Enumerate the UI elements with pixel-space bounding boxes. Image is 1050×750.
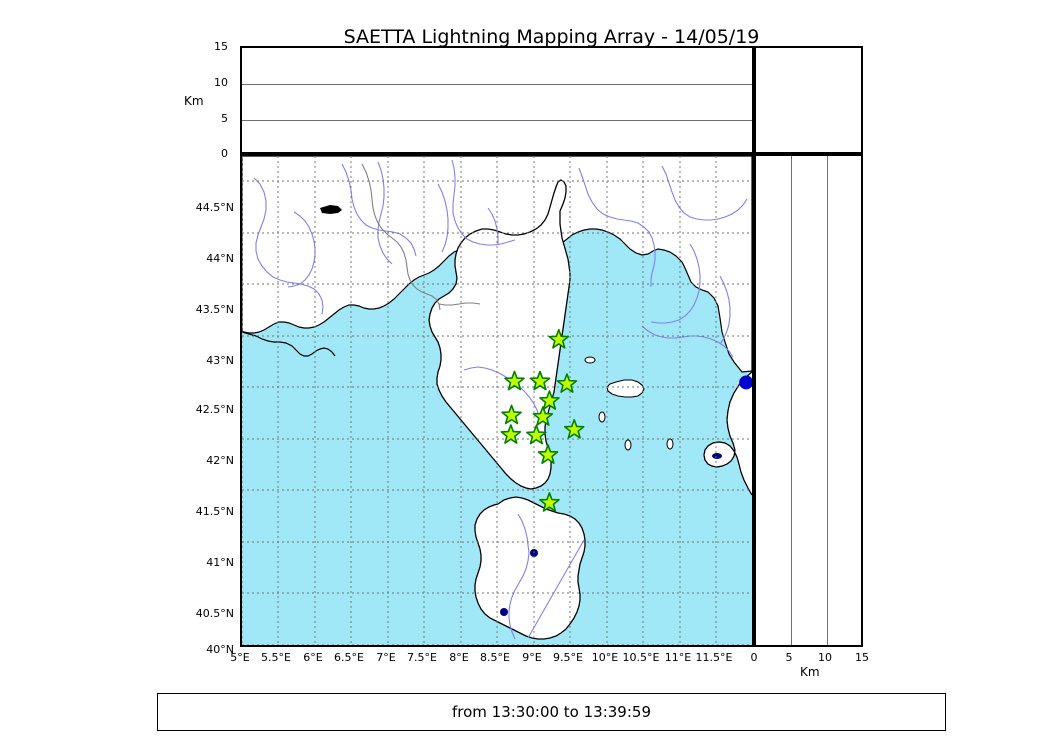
panel-height-vs-longitude (240, 46, 754, 154)
station-star-marker (563, 419, 585, 439)
tick-lat-43.5N: 43.5°N (195, 303, 234, 316)
lake-sardinia-south (500, 608, 508, 616)
tick-right-5: 5 (785, 651, 793, 664)
tick-lon-6.5E: 6.5°E (334, 651, 364, 664)
panel-corner (754, 46, 863, 154)
station-star-marker (529, 370, 551, 391)
station-star-marker (532, 406, 554, 426)
island-elba (606, 379, 645, 398)
lake-orbetello (712, 453, 722, 459)
station-star-marker (539, 492, 560, 512)
axis-label-top-km: Km (184, 94, 204, 108)
tick-right-15: 15 (855, 651, 869, 664)
tick-lat-44.5N: 44.5°N (195, 201, 234, 214)
tick-lat-40.5N: 40.5°N (195, 607, 234, 620)
tick-lat-43N: 43°N (206, 354, 234, 367)
tick-lon-8.5E: 8.5°E (480, 651, 510, 664)
island-giglio (666, 438, 674, 450)
tick-lon-5E: 5°E (230, 651, 250, 664)
tick-top-15: 15 (214, 40, 228, 53)
panel-height-vs-latitude (754, 154, 863, 647)
tick-lon-11E: 11°E (664, 651, 692, 664)
gridline-top-5km (242, 120, 752, 121)
tick-top-5: 5 (221, 112, 228, 125)
tick-right-10: 10 (818, 651, 832, 664)
rivers (253, 159, 748, 640)
station-star-marker (537, 444, 559, 464)
coastline-riviera (242, 331, 336, 357)
tick-top-10: 10 (214, 76, 228, 89)
landmass-corsica (428, 179, 571, 490)
station-star-marker (501, 404, 522, 425)
station-star-marker (539, 390, 560, 410)
tick-lon-5.5E: 5.5°E (261, 651, 291, 664)
station-star-marker (504, 370, 525, 391)
tick-right-0: 0 (750, 651, 758, 664)
gridline-right-10km (827, 156, 828, 645)
tick-lat-41.5N: 41.5°N (195, 505, 234, 518)
map-graphic (242, 156, 752, 645)
station-star-marker (556, 373, 578, 393)
map-gridlines (242, 156, 752, 645)
station-markers (500, 328, 585, 512)
landmass-italy-west (704, 372, 752, 495)
source-markers (739, 375, 752, 390)
axis-label-right-km: Km (800, 665, 820, 679)
political-borders (361, 163, 481, 311)
island-gorgona (584, 356, 596, 364)
status-text: from 13:30:00 to 13:39:59 (451, 703, 651, 721)
tick-lon-6E: 6°E (303, 651, 323, 664)
tick-lon-11.5E: 11.5°E (695, 651, 733, 664)
tick-lat-44N: 44°N (206, 252, 234, 265)
page-title: SAETTA Lightning Mapping Array - 14/05/1… (343, 26, 760, 48)
station-star-marker (500, 424, 522, 444)
vhf-source-marker (739, 375, 752, 390)
tick-lat-42N: 42°N (206, 454, 234, 467)
tick-top-0: 0 (221, 147, 228, 160)
status-bar: from 13:30:00 to 13:39:59 (157, 693, 946, 731)
coastline-italy-outline (703, 371, 752, 496)
island-capraia (598, 411, 606, 423)
lake-geneva (320, 205, 342, 214)
station-star-marker (548, 328, 570, 349)
tick-lon-7.5E: 7.5°E (407, 651, 437, 664)
station-star-marker (526, 424, 547, 445)
tick-lon-7E: 7°E (376, 651, 396, 664)
tick-lat-42.5N: 42.5°N (195, 403, 234, 416)
gridline-top-10km (242, 84, 752, 85)
island-pianosa (624, 439, 632, 451)
gridline-right-5km (791, 156, 792, 645)
tick-lon-9E: 9°E (522, 651, 542, 664)
tick-lat-40N: 40°N (206, 643, 234, 656)
tick-lon-9.5E: 9.5°E (553, 651, 583, 664)
panel-map[interactable] (240, 154, 754, 647)
tick-lon-10E: 10°E (591, 651, 619, 664)
tick-lon-10.5E: 10.5°E (622, 651, 660, 664)
tick-lat-41N: 41°N (206, 556, 234, 569)
tick-lon-8E: 8°E (449, 651, 469, 664)
landmass-sardinia (474, 496, 586, 640)
